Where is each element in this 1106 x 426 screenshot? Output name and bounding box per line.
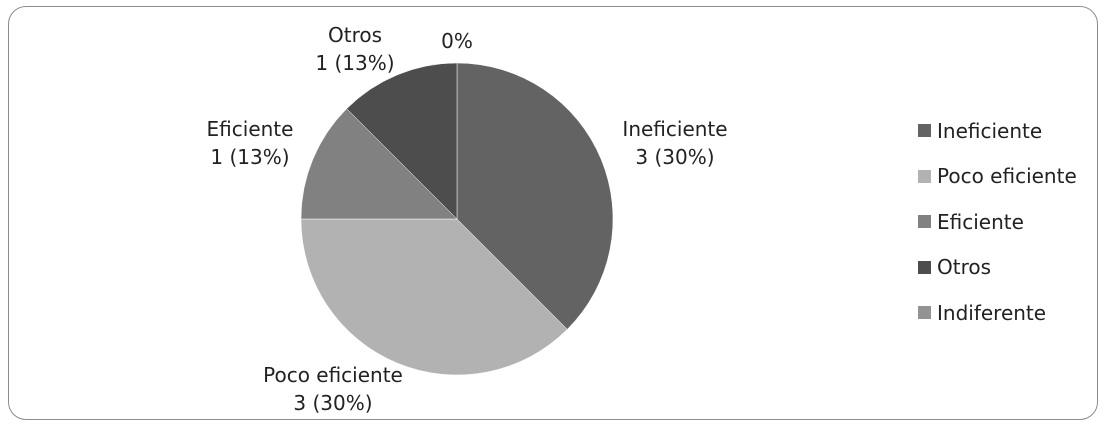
data-label-value-otros: 1 (13%): [315, 51, 394, 75]
data-label-name-eficiente: Eficiente: [207, 117, 294, 141]
data-label-value-eficiente: 1 (13%): [210, 145, 289, 169]
legend-item-ineficiente: Ineficiente: [918, 108, 1077, 154]
legend-label-indiferente: Indiferente: [937, 300, 1047, 325]
legend-swatch-eficiente: [918, 215, 931, 229]
legend-item-poco-eficiente: Poco eficiente: [918, 154, 1077, 200]
legend-label-otros: Otros: [937, 255, 992, 280]
legend-label-eficiente: Eficiente: [937, 209, 1024, 234]
pie-slice-eficiente: [300, 108, 458, 220]
data-label-name-poco-eficiente: Poco eficiente: [263, 363, 403, 387]
data-label-name-otros: Otros: [328, 23, 382, 47]
data-label-name-ineficiente: Ineficiente: [622, 117, 727, 141]
legend-item-indiferente: Indiferente: [918, 290, 1077, 336]
legend-item-otros: Otros: [918, 245, 1077, 291]
legend-label-poco-eficiente: Poco eficiente: [937, 164, 1077, 189]
data-label-otros: Otros 1 (13%): [315, 23, 394, 75]
legend-swatch-ineficiente: [918, 124, 931, 138]
legend-swatch-otros: [918, 260, 931, 274]
data-label-value-ineficiente: 3 (30%): [635, 145, 714, 169]
data-label-eficiente: Eficiente 1 (13%): [207, 117, 294, 169]
data-label-poco-eficiente: Poco eficiente 3 (30%): [263, 363, 403, 415]
legend-item-eficiente: Eficiente: [918, 199, 1077, 245]
data-label-value-poco-eficiente: 3 (30%): [293, 391, 372, 415]
legend-label-ineficiente: Ineficiente: [937, 118, 1043, 143]
data-label-ineficiente: Ineficiente 3 (30%): [622, 117, 727, 169]
pie-slice-ineficiente: [456, 62, 614, 330]
pie-slice-poco-eficiente: [300, 218, 568, 376]
legend-swatch-indiferente: [918, 306, 931, 320]
legend-swatch-poco-eficiente: [918, 169, 931, 183]
chart-legend: Ineficiente Poco eficiente Eficiente Otros I…: [918, 108, 1077, 336]
data-label-indiferente: 0%: [441, 29, 473, 53]
pie-slice-otros: [346, 62, 458, 220]
